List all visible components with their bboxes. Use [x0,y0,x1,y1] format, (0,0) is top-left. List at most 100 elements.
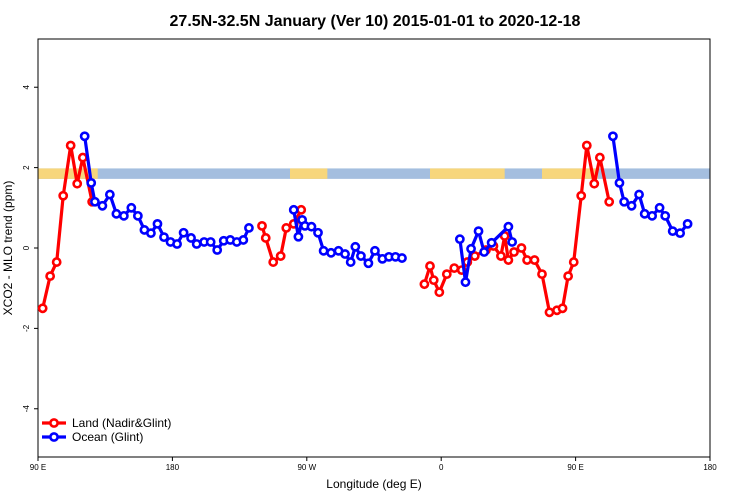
data-point [675,228,686,239]
data-point [544,307,555,318]
data-point [503,255,514,265]
data-point [509,247,519,257]
data-point [257,220,267,231]
data-point [77,152,88,163]
data-point [65,140,76,151]
data-point [238,235,249,245]
data-point [626,200,637,211]
x-tick-label: 90 E [30,463,46,472]
data-point [581,140,592,151]
y-tick-label: 2 [22,165,31,170]
y-axis: -4 -2 0 2 4 [22,84,38,412]
data-point [296,204,307,215]
data-point [281,223,292,233]
data-point [86,177,97,188]
land-band-segment [542,168,598,179]
data-point [90,196,100,207]
land-band-segment [430,168,505,179]
data-point [460,277,471,288]
legend-marker [49,418,59,428]
data-point [516,243,527,253]
y-axis-label: XCO2 - MLO trend (ppm) [1,181,15,316]
data-point [363,258,374,269]
x-axis-label: Longitude (deg E) [326,477,421,491]
x-tick-label: 180 [166,463,180,472]
data-point [244,223,254,233]
data-point [37,303,48,314]
data-point [172,239,182,249]
data-point [449,263,460,273]
data-point [45,271,56,282]
ocean-band [38,168,710,179]
surface-band [38,168,710,179]
legend-label: Land (Nadir&Glint) [72,416,171,430]
data-point [370,245,380,256]
data-point [576,190,587,201]
data-point [104,189,115,200]
data-point [473,226,484,237]
data-point [260,233,271,243]
data-point [654,202,665,213]
data-point [79,131,90,142]
data-point [479,247,490,257]
data-point [397,253,407,263]
y-tick-label: -2 [22,324,31,332]
data-point [434,287,445,298]
data-point [275,251,286,261]
data-point [132,210,143,221]
land-band-segment [290,168,328,179]
data-point [268,257,279,267]
data-point [419,279,430,290]
data-point [568,257,579,267]
data-point [486,237,497,248]
data-point [557,303,568,314]
data-point [288,204,299,215]
data-point [496,251,506,261]
data-point [97,200,108,211]
data-point [212,245,223,255]
data-point [428,275,439,286]
chart-title: 27.5N-32.5N January (Ver 10) 2015-01-01 … [170,13,581,30]
y-tick-label: 4 [22,84,31,89]
data-point [146,228,156,239]
data-point [118,210,129,221]
data-point [639,208,650,219]
x-axis: 90 E 180 90 W 0 90 E 180 [30,457,717,472]
data-point [634,189,644,200]
data-point [340,249,350,259]
data-point [594,152,605,163]
y-tick-label: -4 [22,405,31,413]
data-point [660,210,671,221]
data-point [205,237,216,247]
legend-marker [49,432,59,442]
data-point [647,210,658,221]
data-point [126,202,137,213]
data-point [356,251,366,261]
data-point [454,234,465,245]
data-point [503,221,514,232]
legend: Land (Nadir&Glint)Ocean (Glint) [42,416,171,444]
x-tick-label: 90 W [297,463,316,472]
data-point [152,218,163,229]
data-point [318,245,329,256]
data-point [619,196,630,207]
data-point [614,177,625,188]
data-point [608,131,618,142]
data-point [306,221,317,232]
data-point [350,241,361,252]
data-point [537,269,547,280]
series-layer [37,131,693,318]
data-point [529,255,540,265]
series-land [37,140,615,318]
data-point [563,271,574,282]
data-point [293,231,304,242]
data-point [345,257,356,267]
data-point [159,232,169,243]
x-tick-label: 180 [703,463,717,472]
y-tick-label: 0 [22,245,31,250]
x-tick-label: 90 E [567,463,583,472]
x-tick-label: 0 [439,463,444,472]
data-point [111,208,122,219]
data-point [425,261,435,271]
